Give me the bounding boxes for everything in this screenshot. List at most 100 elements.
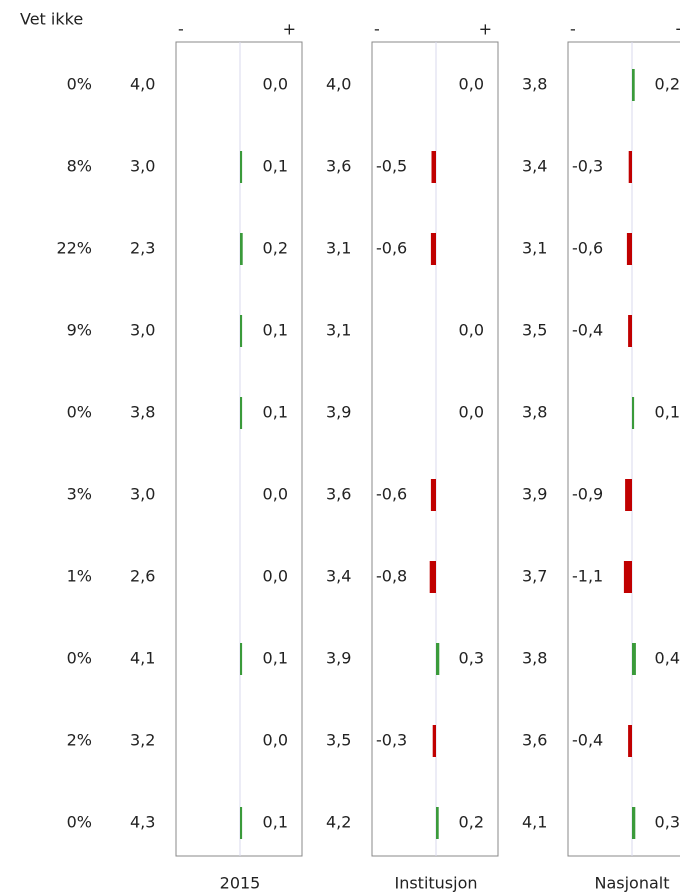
diff-bar bbox=[240, 151, 243, 183]
mean-value: 3,9 bbox=[326, 649, 351, 668]
diff-label: -0,6 bbox=[572, 239, 603, 258]
diff-label: -0,4 bbox=[572, 321, 603, 340]
diff-bar bbox=[432, 725, 436, 757]
unknown-pct: 9% bbox=[67, 321, 92, 340]
diff-bar bbox=[240, 807, 243, 839]
mean-value: 3,8 bbox=[522, 403, 547, 422]
diff-label: 0,0 bbox=[263, 567, 288, 586]
mean-value: 3,8 bbox=[522, 75, 547, 94]
diff-label: 0,2 bbox=[459, 813, 484, 832]
diff-bar bbox=[632, 807, 636, 839]
mean-value: 4,3 bbox=[130, 813, 155, 832]
diff-label: -0,6 bbox=[376, 239, 407, 258]
mean-value: 3,4 bbox=[522, 157, 547, 176]
mean-value: 4,1 bbox=[130, 649, 155, 668]
diff-bar bbox=[240, 643, 243, 675]
unknown-header: Vet ikke bbox=[20, 10, 83, 29]
diff-label: 0,1 bbox=[263, 649, 288, 668]
mean-value: 3,0 bbox=[130, 485, 155, 504]
unknown-pct: 0% bbox=[67, 75, 92, 94]
mean-value: 4,2 bbox=[326, 813, 351, 832]
diff-label: 0,1 bbox=[263, 321, 288, 340]
diff-bar bbox=[623, 561, 632, 593]
diff-label: -0,4 bbox=[572, 731, 603, 750]
diff-label: -1,1 bbox=[572, 567, 603, 586]
diff-bar bbox=[430, 479, 436, 511]
diff-label: -0,9 bbox=[572, 485, 603, 504]
mean-value: 3,9 bbox=[522, 485, 547, 504]
diff-bar bbox=[625, 479, 632, 511]
unknown-pct: 0% bbox=[67, 403, 92, 422]
diff-bar bbox=[626, 233, 632, 265]
diff-bar bbox=[436, 643, 440, 675]
plus-header: + bbox=[675, 20, 680, 39]
minus-header: - bbox=[374, 20, 380, 39]
diff-label: -0,5 bbox=[376, 157, 407, 176]
diff-bar bbox=[628, 315, 632, 347]
diff-label: 0,0 bbox=[459, 75, 484, 94]
diff-label: 0,1 bbox=[655, 403, 680, 422]
diff-bar bbox=[429, 561, 436, 593]
mean-value: 3,9 bbox=[326, 403, 351, 422]
diff-label: -0,6 bbox=[376, 485, 407, 504]
diff-label: 0,1 bbox=[263, 157, 288, 176]
minus-header: - bbox=[570, 20, 576, 39]
unknown-pct: 2% bbox=[67, 731, 92, 750]
diff-label: 0,0 bbox=[263, 731, 288, 750]
diff-label: 0,0 bbox=[263, 75, 288, 94]
diff-label: 0,1 bbox=[263, 813, 288, 832]
mean-value: 4,0 bbox=[130, 75, 155, 94]
plus-header: + bbox=[479, 20, 492, 39]
diff-bar bbox=[436, 807, 439, 839]
mean-value: 3,5 bbox=[326, 731, 351, 750]
diff-label: 0,1 bbox=[263, 403, 288, 422]
mean-value: 3,6 bbox=[326, 157, 351, 176]
diff-label: -0,3 bbox=[376, 731, 407, 750]
diff-bar bbox=[628, 725, 632, 757]
mean-value: 3,4 bbox=[326, 567, 351, 586]
diff-label: 0,4 bbox=[655, 649, 680, 668]
mean-value: 3,1 bbox=[522, 239, 547, 258]
unknown-pct: 0% bbox=[67, 813, 92, 832]
unknown-pct: 0% bbox=[67, 649, 92, 668]
diff-bar bbox=[632, 397, 635, 429]
mean-value: 2,3 bbox=[130, 239, 155, 258]
mean-value: 3,1 bbox=[326, 321, 351, 340]
unknown-pct: 1% bbox=[67, 567, 92, 586]
mean-value: 3,1 bbox=[326, 239, 351, 258]
unknown-pct: 3% bbox=[67, 485, 92, 504]
diff-bar bbox=[431, 151, 436, 183]
minus-header: - bbox=[178, 20, 184, 39]
panel-frame bbox=[371, 41, 499, 857]
diff-bar bbox=[632, 69, 635, 101]
panel-label: Nasjonalt bbox=[594, 874, 669, 893]
diff-bar bbox=[632, 643, 636, 675]
mean-value: 2,6 bbox=[130, 567, 155, 586]
diff-bar bbox=[240, 233, 243, 265]
panel-frame bbox=[567, 41, 680, 857]
mean-value: 3,8 bbox=[130, 403, 155, 422]
mean-value: 3,8 bbox=[522, 649, 547, 668]
mean-value: 3,7 bbox=[522, 567, 547, 586]
diff-bar bbox=[240, 397, 243, 429]
diff-label: -0,8 bbox=[376, 567, 407, 586]
panel-frame bbox=[175, 41, 303, 857]
diff-bar bbox=[430, 233, 436, 265]
mean-value: 4,1 bbox=[522, 813, 547, 832]
panel-label: Institusjon bbox=[394, 874, 477, 893]
mean-value: 3,6 bbox=[522, 731, 547, 750]
unknown-pct: 22% bbox=[56, 239, 92, 258]
diff-label: 0,0 bbox=[459, 321, 484, 340]
mean-value: 3,2 bbox=[130, 731, 155, 750]
diff-bar bbox=[240, 315, 243, 347]
diff-bar bbox=[628, 151, 632, 183]
mean-value: 3,0 bbox=[130, 157, 155, 176]
diff-label: 0,3 bbox=[655, 813, 680, 832]
mean-value: 3,5 bbox=[522, 321, 547, 340]
diff-label: 0,2 bbox=[263, 239, 288, 258]
diff-label: 0,0 bbox=[459, 403, 484, 422]
diff-label: 0,3 bbox=[459, 649, 484, 668]
mean-value: 3,6 bbox=[326, 485, 351, 504]
panel-label: 2015 bbox=[220, 874, 261, 893]
